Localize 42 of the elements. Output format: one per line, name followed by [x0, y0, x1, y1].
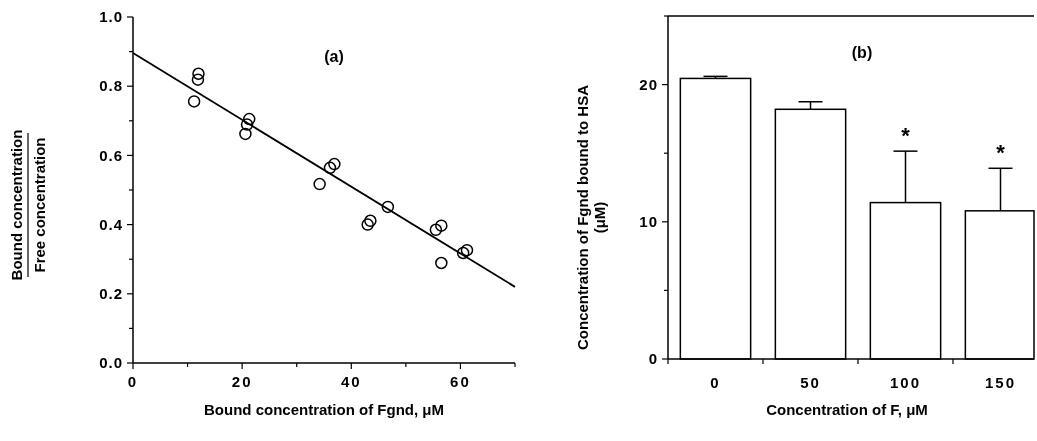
- y-axis-title: Concentration of Fgnd bound to HSA (μM): [574, 84, 608, 350]
- annotation: *: [996, 140, 1006, 166]
- point: [191, 73, 205, 86]
- point: [240, 118, 254, 131]
- x-tick-label: 150: [984, 374, 1017, 391]
- y-tick-label: 0: [648, 350, 658, 368]
- x-tick-label: 60: [450, 373, 471, 390]
- point: [456, 246, 470, 260]
- x-tick-label: 0: [710, 374, 721, 391]
- x-tick-label: 0: [127, 373, 139, 390]
- text: (b): [851, 44, 873, 61]
- y-tick-label: 0.8: [99, 77, 123, 95]
- point: [361, 218, 374, 231]
- y-tick-label: 20: [639, 75, 658, 93]
- point: [328, 157, 341, 171]
- point: [381, 200, 395, 214]
- x-tick-label: 50: [800, 374, 821, 391]
- annotation: *: [901, 123, 911, 149]
- y-axis-title: Bound concentration Free concentration: [8, 129, 48, 281]
- text: (a): [324, 48, 344, 65]
- point: [242, 112, 256, 126]
- y-tick-label: 10: [639, 213, 658, 231]
- point: [435, 256, 448, 270]
- x-axis-title: Concentration of F, μM: [766, 401, 928, 418]
- point: [187, 95, 201, 108]
- x-tick-label: 100: [889, 374, 922, 391]
- x-axis-title: Bound concentration of Fgnd, μM: [204, 401, 444, 418]
- point: [313, 177, 326, 191]
- y-tick-label: 0.4: [99, 215, 123, 233]
- point: [192, 67, 205, 80]
- point: [364, 214, 377, 228]
- x-tick-label: 20: [231, 373, 253, 390]
- y-tick-label: 1.0: [99, 8, 123, 26]
- point: [323, 161, 337, 175]
- y-tick-label: 0.2: [99, 285, 123, 303]
- point: [435, 219, 448, 232]
- point: [429, 223, 443, 237]
- y-tick-label: 0.6: [99, 146, 123, 164]
- x-tick-label: 40: [340, 373, 362, 390]
- y-tick-label: 0.0: [99, 354, 123, 372]
- point: [239, 127, 252, 141]
- point: [460, 243, 474, 257]
